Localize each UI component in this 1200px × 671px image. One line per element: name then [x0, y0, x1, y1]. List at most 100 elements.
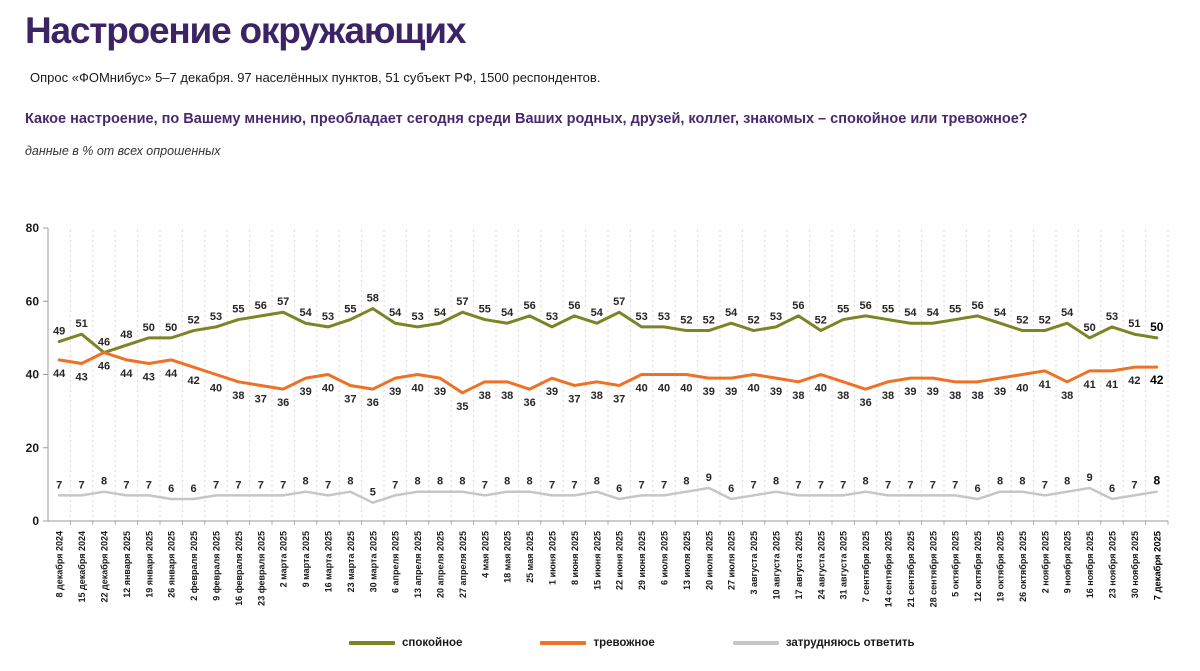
svg-text:36: 36 [859, 397, 871, 409]
svg-text:43: 43 [75, 372, 87, 384]
svg-text:52: 52 [680, 315, 692, 327]
svg-text:36: 36 [277, 397, 289, 409]
svg-text:40: 40 [747, 383, 759, 395]
svg-text:55: 55 [882, 304, 894, 316]
svg-text:7: 7 [235, 479, 241, 491]
svg-text:54: 54 [299, 307, 312, 319]
svg-text:8: 8 [1019, 476, 1025, 488]
svg-text:53: 53 [770, 311, 782, 323]
svg-text:8: 8 [773, 476, 779, 488]
svg-text:22 декабря 2024: 22 декабря 2024 [100, 531, 110, 602]
svg-text:7: 7 [571, 479, 577, 491]
svg-text:15 июня 2025: 15 июня 2025 [592, 531, 602, 590]
svg-text:20: 20 [26, 441, 40, 455]
svg-text:52: 52 [815, 315, 827, 327]
svg-text:0: 0 [32, 514, 39, 528]
legend-label-calm: спокойное [402, 637, 463, 649]
svg-text:23 ноября 2025: 23 ноября 2025 [1108, 531, 1118, 598]
svg-text:3 августа 2025: 3 августа 2025 [749, 531, 759, 595]
svg-text:36: 36 [367, 397, 379, 409]
svg-text:53: 53 [658, 311, 670, 323]
svg-text:8: 8 [415, 476, 421, 488]
x-tick-labels: 8 декабря 2024 15 декабря 2024 22 декабря … [55, 531, 1163, 607]
legend-label-undecided: затрудняюсь ответить [785, 637, 915, 649]
svg-text:37: 37 [344, 393, 356, 405]
svg-text:52: 52 [747, 315, 759, 327]
legend-item-calm: спокойное [349, 637, 462, 649]
svg-text:40: 40 [322, 383, 334, 395]
svg-text:6: 6 [616, 483, 622, 495]
svg-text:8 июня 2025: 8 июня 2025 [570, 531, 580, 585]
svg-text:57: 57 [613, 296, 625, 308]
svg-text:50: 50 [165, 322, 177, 334]
svg-text:9 марта 2025: 9 марта 2025 [301, 531, 311, 587]
survey-question: Какое настроение, по Вашему мнению, прео… [25, 111, 1028, 127]
svg-text:38: 38 [971, 390, 983, 402]
legend-item-undecided: затрудняюсь ответить [732, 637, 915, 649]
svg-text:7: 7 [549, 479, 555, 491]
series-labels-calm: 49 51 46 48 50 50 52 53 55 56 57 54 53 55 58 54 53 54 57 55… [53, 293, 1164, 349]
svg-text:8: 8 [594, 476, 600, 488]
svg-text:46: 46 [98, 337, 110, 349]
svg-text:12 января 2025: 12 января 2025 [122, 531, 132, 598]
series-line-undecided [57, 486, 1159, 504]
svg-text:7: 7 [907, 479, 913, 491]
svg-text:56: 56 [971, 300, 983, 312]
legend-item-anxious: тревожное [540, 637, 655, 649]
svg-text:7: 7 [56, 479, 62, 491]
svg-text:52: 52 [1016, 315, 1028, 327]
chart-legend: спокойное тревожное затрудняюсь ответить [349, 637, 915, 649]
svg-text:54: 54 [725, 307, 738, 319]
page-title: Настроение окружающих [25, 10, 466, 51]
svg-text:38: 38 [792, 390, 804, 402]
svg-text:54: 54 [434, 307, 447, 319]
svg-text:8: 8 [1153, 474, 1160, 488]
svg-text:2 марта 2025: 2 марта 2025 [279, 531, 289, 587]
svg-text:20 июля 2025: 20 июля 2025 [704, 531, 714, 590]
svg-text:18 мая 2025: 18 мая 2025 [503, 531, 513, 583]
svg-text:51: 51 [75, 318, 87, 330]
svg-text:7: 7 [482, 479, 488, 491]
svg-text:19 января 2025: 19 января 2025 [144, 531, 154, 598]
svg-text:7: 7 [840, 479, 846, 491]
svg-text:37: 37 [568, 393, 580, 405]
svg-text:27 июля 2025: 27 июля 2025 [727, 531, 737, 590]
svg-text:5: 5 [370, 487, 376, 499]
svg-text:4 мая 2025: 4 мая 2025 [480, 531, 490, 578]
svg-text:46: 46 [98, 361, 110, 373]
svg-text:53: 53 [322, 311, 334, 323]
svg-text:56: 56 [568, 300, 580, 312]
svg-text:16 февраля 2025: 16 февраля 2025 [234, 531, 244, 606]
svg-text:54: 54 [994, 307, 1007, 319]
svg-text:30 ноября 2025: 30 ноября 2025 [1130, 531, 1140, 598]
svg-text:7: 7 [795, 479, 801, 491]
svg-text:35: 35 [456, 401, 468, 413]
svg-text:56: 56 [523, 300, 535, 312]
svg-text:6: 6 [191, 483, 197, 495]
svg-text:60: 60 [26, 294, 40, 308]
series-labels-undecided: 7 7 8 7 7 6 6 7 7 7 7 8 7 8 5 7 8 8 8 7 8 8 7 7 8 6 7 7 8 9 6 7 8 7 7 7 8 7 7 7… [56, 472, 1160, 499]
svg-text:8: 8 [437, 476, 443, 488]
svg-text:23 февраля 2025: 23 февраля 2025 [256, 531, 266, 606]
svg-text:8: 8 [1064, 476, 1070, 488]
svg-text:42: 42 [187, 375, 199, 387]
svg-text:54: 54 [904, 307, 917, 319]
svg-text:55: 55 [837, 304, 849, 316]
svg-text:39: 39 [546, 386, 558, 398]
svg-text:54: 54 [591, 307, 604, 319]
svg-text:30 марта 2025: 30 марта 2025 [368, 531, 378, 592]
svg-text:7 декабря 2025: 7 декабря 2025 [1151, 531, 1162, 600]
svg-text:39: 39 [389, 386, 401, 398]
svg-text:13 апреля 2025: 13 апреля 2025 [413, 531, 423, 598]
legend-swatch-anxious [540, 641, 587, 645]
svg-text:37: 37 [255, 393, 267, 405]
svg-text:7: 7 [392, 479, 398, 491]
svg-text:7: 7 [751, 479, 757, 491]
svg-text:51: 51 [1128, 318, 1140, 330]
data-note: данные в % от всех опрошенных [25, 144, 221, 158]
svg-text:40: 40 [680, 383, 692, 395]
svg-text:40: 40 [26, 368, 40, 382]
svg-text:53: 53 [1106, 311, 1118, 323]
svg-text:44: 44 [165, 368, 178, 380]
legend-swatch-undecided [732, 641, 779, 645]
